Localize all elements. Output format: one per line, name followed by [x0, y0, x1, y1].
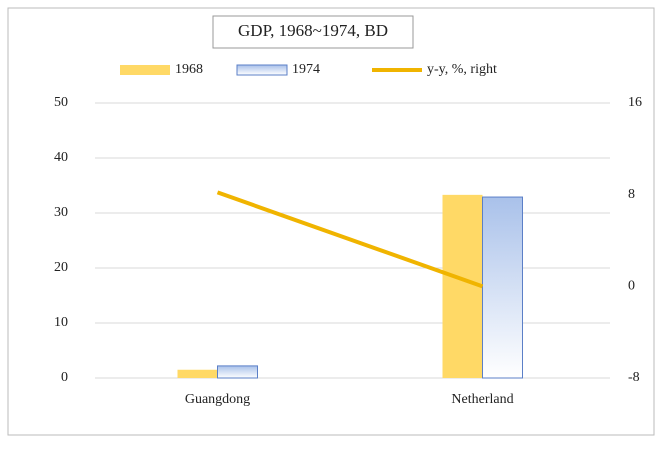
title-box: [212, 15, 414, 49]
legend-label: 1968: [175, 62, 203, 77]
legend-swatch: [120, 65, 170, 75]
y2-tick-label: -8: [628, 370, 640, 385]
y-tick-label: 0: [61, 370, 68, 385]
y-tick-label: 50: [54, 95, 68, 110]
y-tick-label: 10: [54, 315, 68, 330]
y-tick-label: 40: [54, 150, 68, 165]
bar: [177, 369, 218, 378]
chart-border: [7, 7, 655, 436]
bar: [482, 196, 523, 379]
x-tick-label: Guangdong: [185, 392, 250, 407]
bar: [217, 365, 258, 379]
y2-tick-label: 8: [628, 187, 635, 202]
chart-title: GDP, 1968~1974, BD: [238, 21, 388, 40]
legend-swatch: [236, 64, 288, 76]
legend-label: 1974: [292, 62, 320, 77]
y-tick-label: 20: [54, 260, 68, 275]
legend-label: y-y, %, right: [427, 62, 497, 77]
bar: [442, 194, 483, 378]
y-tick-label: 30: [54, 205, 68, 220]
x-tick-label: Netherland: [451, 392, 513, 407]
y2-tick-label: 0: [628, 279, 635, 294]
y2-tick-label: 16: [628, 95, 642, 110]
line-series: [216, 190, 484, 289]
